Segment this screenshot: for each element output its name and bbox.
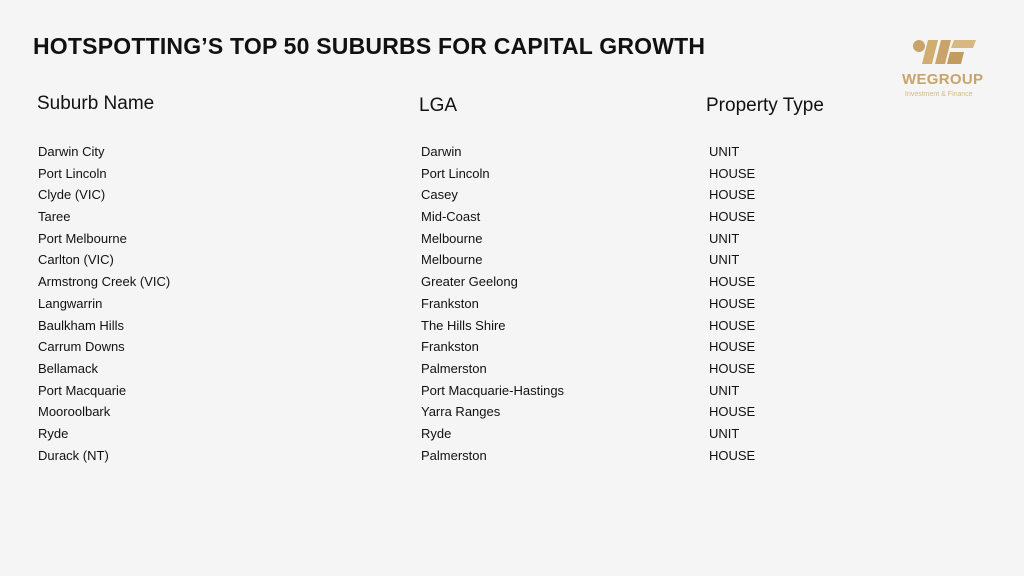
table-row: Armstrong Creek (VIC) Greater Geelong HOUS… <box>0 273 1024 295</box>
cell-property-type: HOUSE <box>709 209 756 225</box>
cell-suburb-name: Taree <box>38 209 71 225</box>
cell-suburb-name: Port Melbourne <box>38 230 127 246</box>
cell-lga: The Hills Shire <box>421 317 506 333</box>
cell-property-type: UNIT <box>709 252 740 268</box>
table-row: Port Macquarie Port Macquarie-Hastings UNI… <box>0 382 1024 404</box>
cell-suburb-name: Clyde (VIC) <box>38 187 106 203</box>
cell-lga: Palmerston <box>421 447 487 463</box>
cell-property-type: HOUSE <box>709 447 756 463</box>
cell-suburb-name: Carlton (VIC) <box>38 252 114 268</box>
cell-lga: Melbourne <box>421 252 483 268</box>
cell-lga: Palmerston <box>421 360 487 376</box>
cell-lga: Darwin <box>421 144 462 159</box>
cell-property-type: HOUSE <box>709 339 756 355</box>
cell-lga: Casey <box>421 187 458 203</box>
cell-suburb-name: Darwin City <box>38 144 105 159</box>
cell-lga: Ryde <box>421 425 452 441</box>
cell-property-type: HOUSE <box>709 317 756 333</box>
cell-suburb-name: Carrum Downs <box>38 339 125 355</box>
page-title: HOTSPOTTING’S TOP 50 SUBURBS FOR CAPITAL… <box>33 33 706 59</box>
header-property-type: Property Type <box>706 95 824 116</box>
logo-tagline: Investment & Finance <box>905 91 973 98</box>
table-row: Carrum Downs Frankston HOUSE <box>0 338 1024 360</box>
cell-suburb-name: Bellamack <box>38 360 98 376</box>
table-row: Carlton (VIC) Melbourne UNIT <box>0 251 1024 273</box>
wegroup-logo: WEGROUP Investment & Finance <box>898 36 994 102</box>
suburb-table: Darwin City Darwin UNIT Port Lincoln Port Li… <box>0 143 1024 468</box>
cell-lga: Frankston <box>421 295 479 311</box>
cell-suburb-name: Port Macquarie <box>38 382 127 398</box>
cell-lga: Port Lincoln <box>421 165 490 181</box>
cell-suburb-name: Mooroolbark <box>38 404 111 420</box>
cell-suburb-name: Durack (NT) <box>38 447 109 463</box>
cell-property-type: HOUSE <box>709 360 756 376</box>
table-row: Port Lincoln Port Lincoln HOUSE <box>0 165 1024 187</box>
cell-property-type: UNIT <box>709 425 740 441</box>
cell-lga: Yarra Ranges <box>421 404 501 420</box>
table-row: Darwin City Darwin UNIT <box>0 143 1024 165</box>
cell-property-type: UNIT <box>709 230 740 246</box>
table-row: Durack (NT) Palmerston HOUSE <box>0 447 1024 469</box>
cell-property-type: HOUSE <box>709 295 756 311</box>
wegroup-logo-mark-icon <box>913 40 976 64</box>
cell-property-type: HOUSE <box>709 404 756 420</box>
cell-suburb-name: Ryde <box>38 425 69 441</box>
header-suburb-name: Suburb Name <box>37 93 155 114</box>
cell-lga: Mid-Coast <box>421 209 481 225</box>
logo-name: WEGROUP <box>902 71 984 88</box>
cell-property-type: UNIT <box>709 144 740 159</box>
table-row: Taree Mid-Coast HOUSE <box>0 208 1024 230</box>
cell-suburb-name: Armstrong Creek (VIC) <box>38 274 171 290</box>
cell-property-type: UNIT <box>709 382 740 398</box>
table-row: Ryde Ryde UNIT <box>0 425 1024 447</box>
table-row: Bellamack Palmerston HOUSE <box>0 360 1024 382</box>
table-row: Baulkham Hills The Hills Shire HOUSE <box>0 317 1024 339</box>
cell-suburb-name: Langwarrin <box>38 295 103 311</box>
cell-lga: Frankston <box>421 339 479 355</box>
cell-property-type: HOUSE <box>709 187 756 203</box>
table-row: Mooroolbark Yarra Ranges HOUSE <box>0 403 1024 425</box>
table-row: Clyde (VIC) Casey HOUSE <box>0 186 1024 208</box>
table-row: Port Melbourne Melbourne UNIT <box>0 230 1024 252</box>
cell-lga: Port Macquarie-Hastings <box>421 382 565 398</box>
cell-property-type: HOUSE <box>709 165 756 181</box>
cell-suburb-name: Port Lincoln <box>38 165 107 181</box>
cell-suburb-name: Baulkham Hills <box>38 317 124 333</box>
cell-lga: Melbourne <box>421 230 483 246</box>
cell-lga: Greater Geelong <box>421 274 518 290</box>
cell-property-type: HOUSE <box>709 274 756 290</box>
header-lga: LGA <box>419 95 458 116</box>
table-row: Langwarrin Frankston HOUSE <box>0 295 1024 317</box>
